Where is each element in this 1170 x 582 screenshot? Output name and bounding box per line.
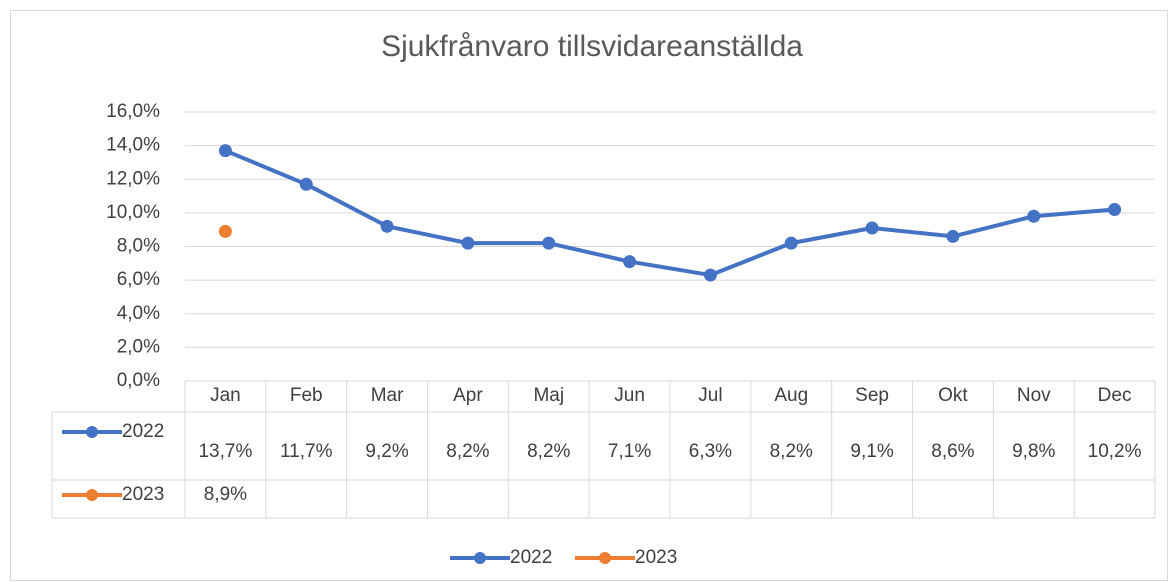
point	[703, 268, 717, 282]
data-label: 9,8%	[1012, 441, 1055, 462]
x-tick-label: Jan	[210, 385, 241, 406]
data-label: 9,1%	[850, 441, 893, 462]
x-tick-label: Aug	[774, 385, 808, 406]
point	[1027, 209, 1041, 223]
data-label: 8,9%	[204, 484, 247, 505]
y-tick-label: 6,0%	[117, 269, 160, 290]
data-label: 7,1%	[608, 441, 651, 462]
point	[542, 236, 556, 250]
data-label: 8,2%	[446, 441, 489, 462]
x-tick-label: Sep	[855, 385, 889, 406]
x-tick-label: Nov	[1017, 385, 1051, 406]
x-tick-label: Feb	[290, 385, 323, 406]
y-tick-label: 4,0%	[117, 303, 160, 324]
table-key-marker	[86, 426, 98, 438]
point	[865, 221, 879, 235]
y-tick-label: 14,0%	[106, 135, 160, 156]
y-tick-label: 8,0%	[117, 236, 160, 257]
data-label: 8,2%	[770, 441, 813, 462]
table-series-name: 2023	[122, 484, 164, 505]
data-label: 8,2%	[527, 441, 570, 462]
table-key-marker	[86, 489, 98, 501]
y-tick-label: 2,0%	[117, 336, 160, 357]
y-tick-label: 0,0%	[117, 370, 160, 391]
data-label: 9,2%	[365, 441, 408, 462]
y-tick-label: 12,0%	[106, 168, 160, 189]
chart-title: Sjukfrånvaro tillsvidareanställda	[381, 30, 803, 63]
x-tick-label: Jun	[614, 385, 645, 406]
legend-key-marker	[599, 552, 611, 564]
point	[946, 229, 960, 243]
x-tick-label: Dec	[1098, 385, 1132, 406]
legend-label: 2023	[635, 547, 677, 568]
point	[380, 219, 394, 233]
x-tick-label: Okt	[938, 385, 968, 406]
x-tick-label: Maj	[533, 385, 564, 406]
data-label: 10,2%	[1088, 441, 1142, 462]
point	[623, 255, 637, 269]
point	[1108, 203, 1122, 217]
data-label: 6,3%	[689, 441, 732, 462]
x-tick-label: Apr	[453, 385, 483, 406]
point	[218, 224, 232, 238]
data-label: 8,6%	[931, 441, 974, 462]
x-tick-label: Mar	[371, 385, 404, 406]
point	[784, 236, 798, 250]
table-series-name: 2022	[122, 421, 164, 442]
data-label: 13,7%	[198, 441, 252, 462]
y-tick-label: 16,0%	[106, 101, 160, 122]
point	[218, 144, 232, 158]
legend-label: 2022	[510, 547, 552, 568]
point	[461, 236, 475, 250]
data-label: 11,7%	[280, 441, 333, 462]
point	[299, 177, 313, 191]
x-tick-label: Jul	[698, 385, 722, 406]
legend-key-marker	[474, 552, 486, 564]
series-line	[224, 148, 1115, 278]
y-tick-label: 10,0%	[106, 202, 160, 223]
